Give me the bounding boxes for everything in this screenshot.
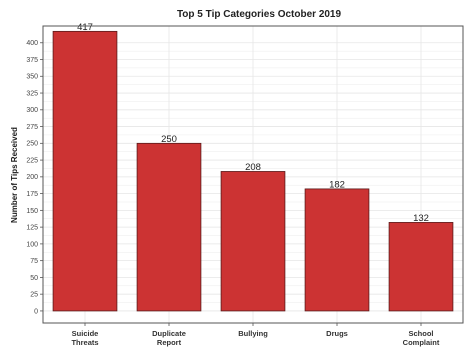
data-label: 250	[161, 134, 177, 145]
x-tick-label: Duplicate Report	[152, 329, 186, 347]
x-tick-label-line: Bullying	[238, 329, 268, 338]
y-tick-label: 50	[30, 275, 38, 282]
y-tick-label: 100	[26, 241, 38, 248]
y-axis-label: Number of Tips Received	[10, 127, 19, 223]
y-tick-label: 150	[26, 208, 38, 215]
bar-layer	[52, 30, 454, 312]
x-tick-label-line: School	[408, 329, 433, 338]
bar	[136, 142, 202, 312]
data-label: 182	[329, 179, 345, 190]
bar	[388, 222, 454, 312]
data-label: 208	[245, 162, 261, 173]
y-tick-label: 25	[30, 292, 38, 299]
y-tick-label: 0	[34, 308, 38, 315]
x-tick-layer: Suicide Threats Duplicate Report Bullying Dru…	[71, 323, 440, 347]
x-tick-label: Suicide Threats	[71, 329, 98, 347]
x-tick-label-line: Duplicate	[152, 329, 186, 338]
y-tick-label: 350	[26, 74, 38, 81]
y-tick-label: 125	[26, 225, 38, 232]
x-tick-label: Drugs	[326, 329, 348, 338]
bar	[52, 30, 118, 312]
y-tick-label: 300	[26, 107, 38, 114]
y-tick-label: 225	[26, 157, 38, 164]
y-tick-label: 175	[26, 191, 38, 198]
bar	[220, 171, 286, 312]
x-tick-label: School Complaint	[403, 329, 440, 347]
x-tick-label-line: Suicide	[72, 329, 99, 338]
x-tick-label-line: Complaint	[403, 338, 440, 347]
bar	[304, 188, 370, 312]
y-tick-label: 200	[26, 174, 38, 181]
data-label: 417	[77, 22, 93, 33]
data-label: 132	[413, 213, 429, 224]
y-tick-label: 375	[26, 57, 38, 64]
x-tick-label: Bullying	[238, 329, 268, 338]
x-tick-label-line: Threats	[71, 338, 98, 347]
plot-frame	[42, 25, 464, 324]
y-tick-label: 250	[26, 141, 38, 148]
x-tick-label-line: Report	[157, 338, 182, 347]
y-tick-label: 325	[26, 90, 38, 97]
chart-title: Top 5 Tip Categories October 2019	[177, 9, 342, 20]
data-label-layer: 417 250 208 182 132	[77, 22, 429, 224]
y-tick-label: 400	[26, 40, 38, 47]
y-tick-label: 275	[26, 124, 38, 131]
y-tick-label: 75	[30, 258, 38, 265]
x-tick-label-line: Drugs	[326, 329, 348, 338]
